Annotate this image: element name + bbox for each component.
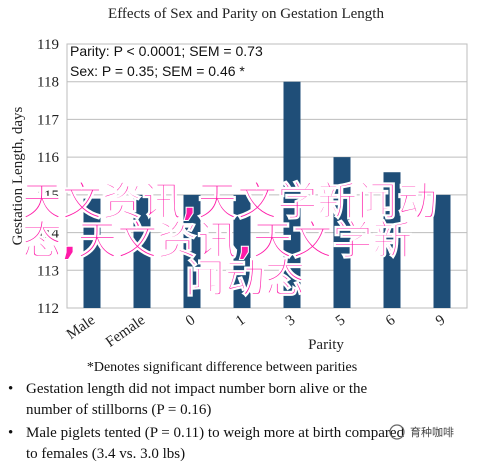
overlay-text: 天文资讯,天文学新闻动 (22, 179, 437, 225)
x-tick-label: 1 (233, 312, 248, 329)
bar-0 (183, 194, 201, 308)
bar-Male (83, 198, 101, 308)
y-tick-label: 112 (37, 301, 59, 317)
y-axis-label: Gestation Length, days (10, 106, 26, 245)
y-tick-label: 113 (37, 263, 59, 279)
x-tick-label: Female (103, 312, 149, 351)
bullet-marker: • (8, 425, 13, 441)
bar-3 (283, 81, 301, 308)
bullet-line: to females (3.4 vs. 3.0 lbs) (26, 446, 185, 462)
y-tick-label: 118 (37, 75, 59, 91)
bullet-marker: • (8, 381, 13, 397)
watermark-text: 育种咖啡 (410, 425, 454, 439)
bullet-line: Gestation length did not impact number b… (26, 381, 368, 397)
bar-1 (233, 194, 251, 308)
y-tick-label: 114 (37, 226, 59, 242)
x-axis-label: Parity (308, 337, 344, 353)
wechat-logo-icon (389, 424, 405, 440)
y-tick-label: 115 (37, 188, 59, 204)
bullet-line: number of stillborns (P = 0.16) (26, 402, 211, 418)
overlay-text: 闻动态 (185, 256, 305, 302)
bar-9 (433, 194, 451, 308)
plot-frame (66, 43, 468, 309)
overlay-text: 态,天文资讯,天文学新 (22, 218, 412, 264)
bar-Female (133, 194, 151, 308)
y-tick-label: 119 (37, 37, 59, 53)
x-tick-label: Male (64, 312, 99, 343)
bullet-line: Male piglets tented (P = 0.11) to weigh … (26, 425, 405, 441)
significance-note: *Denotes significant difference between … (87, 360, 357, 375)
x-tick-label: 5 (333, 312, 348, 329)
x-tick-label: 9 (433, 312, 448, 329)
x-tick-label: 0 (183, 312, 198, 329)
bar-6 (383, 172, 401, 308)
bar-5 (333, 157, 351, 308)
stat-sex: Sex: P = 0.35; SEM = 0.46 * (70, 63, 245, 79)
x-tick-label: 6 (383, 312, 399, 330)
chart-title: Effects of Sex and Parity on Gestation L… (108, 6, 384, 22)
y-tick-label: 117 (37, 112, 59, 128)
x-tick-label: 3 (283, 312, 298, 329)
y-tick-label: 116 (37, 150, 59, 166)
stat-parity: Parity: P < 0.0001; SEM = 0.73 (70, 43, 263, 59)
